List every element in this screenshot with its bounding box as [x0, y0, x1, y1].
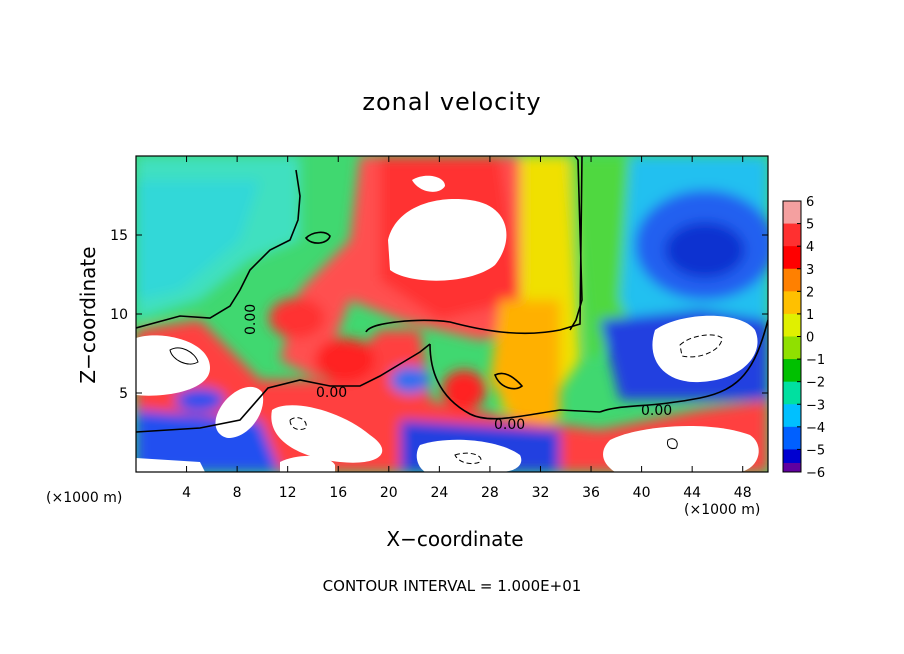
colorbar-tick-label: −3 [806, 398, 825, 413]
colorbar-segment [783, 381, 801, 405]
colorbar-tick-label: 0 [806, 331, 814, 346]
x-tick-label: 40 [633, 485, 651, 501]
y-tick-label: 10 [110, 307, 128, 323]
y-tick-label: 15 [110, 228, 128, 244]
contour-label: 0.00 [243, 304, 259, 335]
x-tick-label: 48 [734, 485, 752, 501]
x-unit-label-right: (×1000 m) [684, 502, 761, 518]
x-tick-label: 16 [329, 485, 347, 501]
x-tick-label: 4 [182, 485, 191, 501]
colorbar-segment [783, 223, 801, 247]
colorbar-segment [783, 462, 801, 472]
x-tick-label: 32 [532, 485, 550, 501]
x-tick-label: 8 [233, 485, 242, 501]
colorbar-tick-label: −1 [806, 353, 825, 368]
colorbar-tick-label: −4 [806, 421, 825, 436]
colorbar-segment [783, 336, 801, 360]
colorbar-segment [783, 246, 801, 270]
zero-contours [136, 156, 768, 433]
x-tick-label: 36 [582, 485, 600, 501]
x-axis-label: X−coordinate [386, 527, 524, 551]
x-ticks: 4 8 12 16 20 24 28 32 36 40 44 48 [182, 156, 752, 501]
negative-contours [289, 334, 723, 465]
contour-label: 0.00 [494, 417, 525, 433]
x-tick-label: 44 [683, 485, 701, 501]
colorbar-segment [783, 313, 801, 337]
colorbar-segment [783, 404, 801, 428]
colorbar-tick-label: −2 [806, 376, 825, 391]
y-tick-label: 5 [119, 386, 128, 402]
x-tick-label: 28 [481, 485, 499, 501]
velocity-field: 0.00 0.00 0.00 0.00 [136, 156, 768, 472]
contour-label: 0.00 [316, 385, 347, 401]
colorbar-segment [783, 291, 801, 315]
colorbar-tick-label: 2 [806, 285, 814, 300]
colorbar-tick-label: −5 [806, 443, 825, 458]
colorbar-tick-label: 1 [806, 308, 814, 323]
chart-title: zonal velocity [362, 88, 542, 116]
colorbar-segment [783, 268, 801, 292]
y-ticks: 5 10 15 [110, 228, 768, 402]
colorbar-tick-label: 6 [806, 195, 814, 210]
y-axis-label: Z−coordinate [76, 246, 100, 384]
colorbar-tick-label: −6 [806, 466, 825, 481]
colorbar-tick-label: 4 [806, 240, 814, 255]
colorbar-segment [783, 426, 801, 450]
x-unit-label: (×1000 m) [46, 490, 123, 506]
x-tick-label: 24 [430, 485, 448, 501]
colorbar-segment [783, 359, 801, 383]
colorbar-tick-label: 3 [806, 263, 814, 278]
positive-contours [169, 347, 678, 449]
colorbar-tick-label: 5 [806, 218, 814, 233]
colorbar-segment [783, 201, 801, 225]
colorbar: 6 5 4 3 2 1 0 −1 −2 −3 −4 −5 −6 [782, 195, 825, 481]
x-tick-label: 20 [380, 485, 398, 501]
x-tick-label: 12 [279, 485, 297, 501]
contour-interval-note: CONTOUR INTERVAL = 1.000E+01 [322, 577, 582, 595]
contour-label: 0.00 [641, 403, 672, 419]
